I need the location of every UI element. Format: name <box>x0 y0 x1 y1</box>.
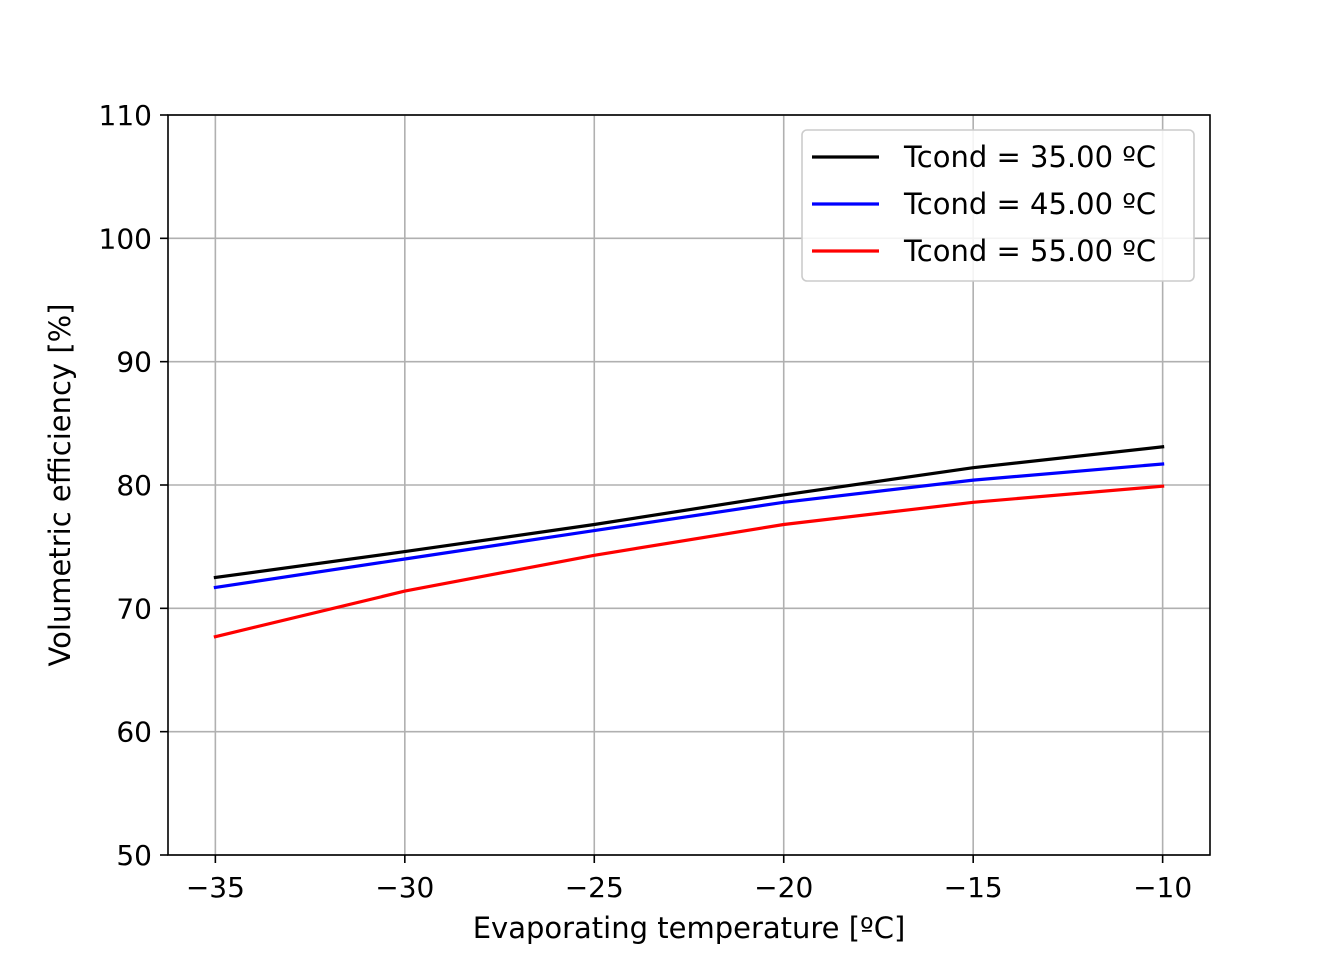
legend-label-2: Tcond = 45.00 ºC <box>903 187 1156 221</box>
series-group <box>213 445 1165 639</box>
legend-box <box>801 129 1195 282</box>
y-axis-label: Volumetric efficiency [%] <box>43 304 77 667</box>
x-tick-label: −30 <box>375 871 434 904</box>
x-tick-label: −10 <box>1133 871 1192 904</box>
grid-lines <box>168 114 1210 856</box>
x-axis-label: Evaporating temperature [ºC] <box>473 911 906 945</box>
legend-label-3: Tcond = 55.00 ºC <box>903 234 1156 268</box>
legend-label-1: Tcond = 35.00 ºC <box>903 140 1156 174</box>
series-line-3 <box>213 484 1165 639</box>
y-tick-label: 100 <box>99 222 152 255</box>
y-tick-label: 90 <box>116 346 152 379</box>
x-tick-label: −35 <box>186 871 245 904</box>
y-tick-label: 50 <box>116 839 152 872</box>
legend: Tcond = 35.00 ºC Tcond = 45.00 ºC Tcond = … <box>801 129 1195 282</box>
series-line-2 <box>213 462 1165 590</box>
x-tick-label: −25 <box>565 871 624 904</box>
y-tick-label: 70 <box>116 592 152 625</box>
x-tick-label: −15 <box>944 871 1003 904</box>
y-tick-label: 60 <box>116 716 152 749</box>
y-tick-label: 110 <box>99 99 152 132</box>
series-line-1 <box>213 445 1165 580</box>
y-tick-label: 80 <box>116 469 152 502</box>
x-tick-label: −20 <box>754 871 813 904</box>
axis-ticks: −35 −30 −25 −20 −15 −10 50 60 70 80 90 100 110 <box>99 99 1193 904</box>
